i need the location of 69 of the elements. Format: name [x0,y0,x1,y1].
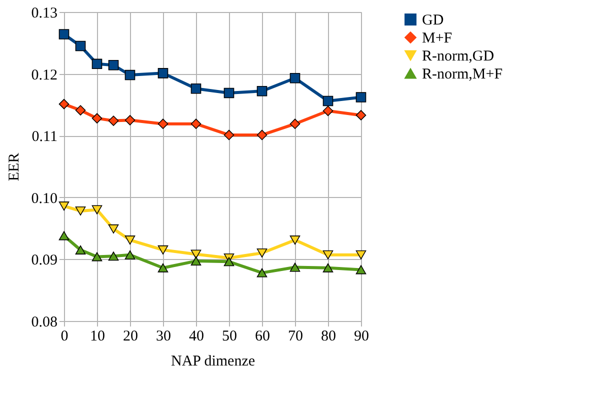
point [190,250,202,259]
point [92,113,102,124]
x-tick-label: 80 [321,328,336,344]
point [356,92,366,102]
x-tick-label: 30 [156,328,171,344]
point [290,262,300,272]
point [58,202,70,211]
x-tick-label: 90 [354,328,369,344]
point [256,268,268,278]
legend-label: R-norm,M+F [422,66,503,82]
point [58,29,70,40]
point [256,86,268,96]
y-tick-label: 0.09 [31,252,58,269]
point [58,231,70,240]
point [224,257,234,266]
x-tick-label: 40 [189,328,204,344]
point [190,256,202,266]
legend-label: GD [422,12,444,28]
point [108,116,119,126]
y-tick-label: 0.13 [31,6,58,22]
point [322,96,334,106]
legend-label: R-norm,GD [422,48,494,64]
point [224,130,234,140]
point [92,205,102,214]
point [356,250,366,260]
x-tick-label: 60 [255,328,270,344]
point [322,263,334,272]
x-axis-title: NAP dimenze [170,354,256,370]
legend-label: M+F [422,30,452,46]
point [158,263,168,272]
point [290,72,300,84]
point [290,118,300,129]
x-tick-label: 50 [222,328,237,344]
point [124,70,136,80]
x-tick-label: 20 [123,328,138,344]
point [108,224,119,234]
point [124,115,136,126]
point [58,98,70,110]
point [322,250,334,260]
point [124,250,136,260]
point [75,206,86,216]
y-axis-title: EER [6,152,22,182]
point [224,88,234,98]
point [256,130,268,140]
x-tick-label: 0 [60,328,68,344]
point [75,40,86,52]
point [290,236,300,245]
point [356,265,366,274]
point [322,106,334,116]
point [75,105,86,116]
point [158,245,168,254]
point [158,68,168,78]
point [108,60,119,70]
point [158,118,168,129]
point [190,83,202,94]
point [92,252,102,262]
y-tick-label: 0.11 [32,129,58,146]
point [75,245,86,254]
point [356,110,366,120]
point [92,58,102,70]
y-tick-label: 0.12 [31,67,58,84]
point [108,252,119,261]
y-tick-label: 0.08 [31,314,58,330]
x-tick-label: 70 [288,328,303,344]
point [256,248,268,258]
y-tick-label: 0.10 [31,190,58,207]
point [124,236,136,245]
x-tick-label: 10 [90,328,105,344]
point [190,118,202,129]
